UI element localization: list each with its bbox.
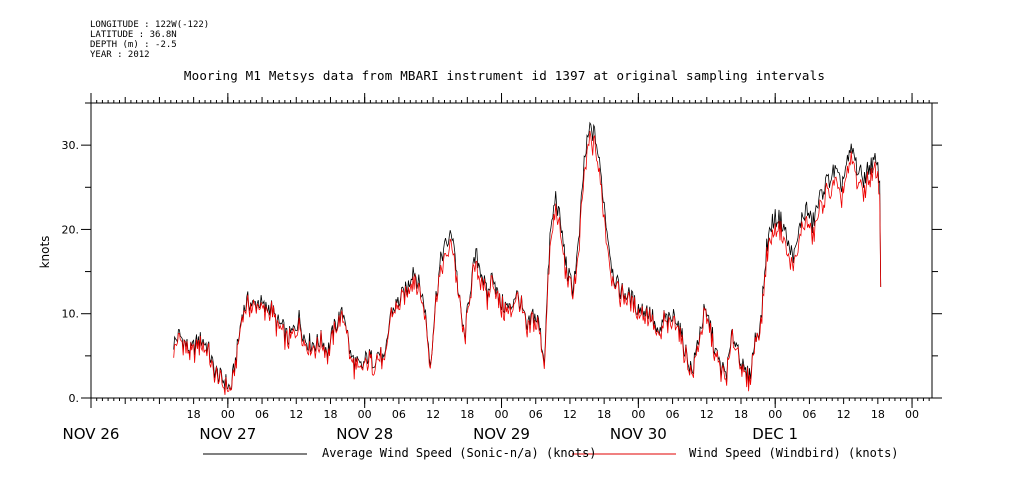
x-hour-tick-label: 06 (392, 408, 406, 421)
x-hour-tick-label: 12 (563, 408, 577, 421)
y-axis-label: knots (38, 236, 52, 269)
x-hour-tick-label: 00 (221, 408, 235, 421)
x-hour-tick-label: 06 (529, 408, 543, 421)
x-hour-tick-label: 18 (734, 408, 748, 421)
x-hour-tick-label: 12 (426, 408, 440, 421)
x-hour-tick-label: 18 (323, 408, 337, 421)
depth-label: DEPTH (m) : -2.5 (90, 40, 177, 50)
chart-title: Mooring M1 Metsys data from MBARI instru… (183, 68, 826, 83)
year-label: YEAR : 2012 (90, 50, 150, 60)
x-hour-tick-label: 06 (255, 408, 269, 421)
y-tick-label: 0. (69, 392, 80, 405)
longitude-label: LONGITUDE : 122W(-122) (90, 20, 210, 30)
y-tick-label: 30. (62, 139, 80, 152)
x-hour-tick-label: 18 (871, 408, 885, 421)
x-hour-tick-label: 06 (802, 408, 816, 421)
x-hour-tick-label: 18 (460, 408, 474, 421)
x-hour-tick-label: 00 (495, 408, 509, 421)
x-date-label: NOV 30 (610, 425, 667, 443)
y-tick-label: 20. (62, 223, 80, 236)
x-hour-tick-label: 06 (666, 408, 680, 421)
series-line-windbird (173, 130, 882, 395)
x-date-label: NOV 29 (473, 425, 530, 443)
plot-frame (90, 102, 933, 399)
series-line-sonic (173, 121, 882, 391)
x-hour-tick-label: 12 (837, 408, 851, 421)
x-date-label: DEC 1 (752, 425, 798, 443)
metadata-block: LONGITUDE : 122W(-122) LATITUDE : 36.8N … (90, 20, 209, 60)
axes-group: 18 00 06 12 18 00 06 12 18 00 06 12 18 00 06 12 18 00 06 12… (62, 93, 942, 443)
x-hour-tick-label: 00 (631, 408, 645, 421)
x-hour-tick-label: 18 (187, 408, 201, 421)
latitude-label: LATITUDE : 36.8N (90, 30, 177, 40)
x-date-label: NOV 26 (63, 425, 120, 443)
y-tick-label: 10. (62, 308, 80, 321)
x-hour-tick-label: 12 (700, 408, 714, 421)
x-date-label: NOV 27 (199, 425, 256, 443)
series-layer (173, 121, 882, 395)
x-hour-tick-label: 00 (768, 408, 782, 421)
x-hour-tick-label: 18 (597, 408, 611, 421)
legend-label-sonic: Average Wind Speed (Sonic-n/a) (knots) (322, 446, 597, 460)
legend-label-windbird: Wind Speed (Windbird) (knots) (689, 446, 899, 460)
x-hour-tick-label: 00 (358, 408, 372, 421)
x-date-label: NOV 28 (336, 425, 393, 443)
x-hour-tick-label: 00 (905, 408, 919, 421)
x-hour-tick-label: 12 (289, 408, 303, 421)
